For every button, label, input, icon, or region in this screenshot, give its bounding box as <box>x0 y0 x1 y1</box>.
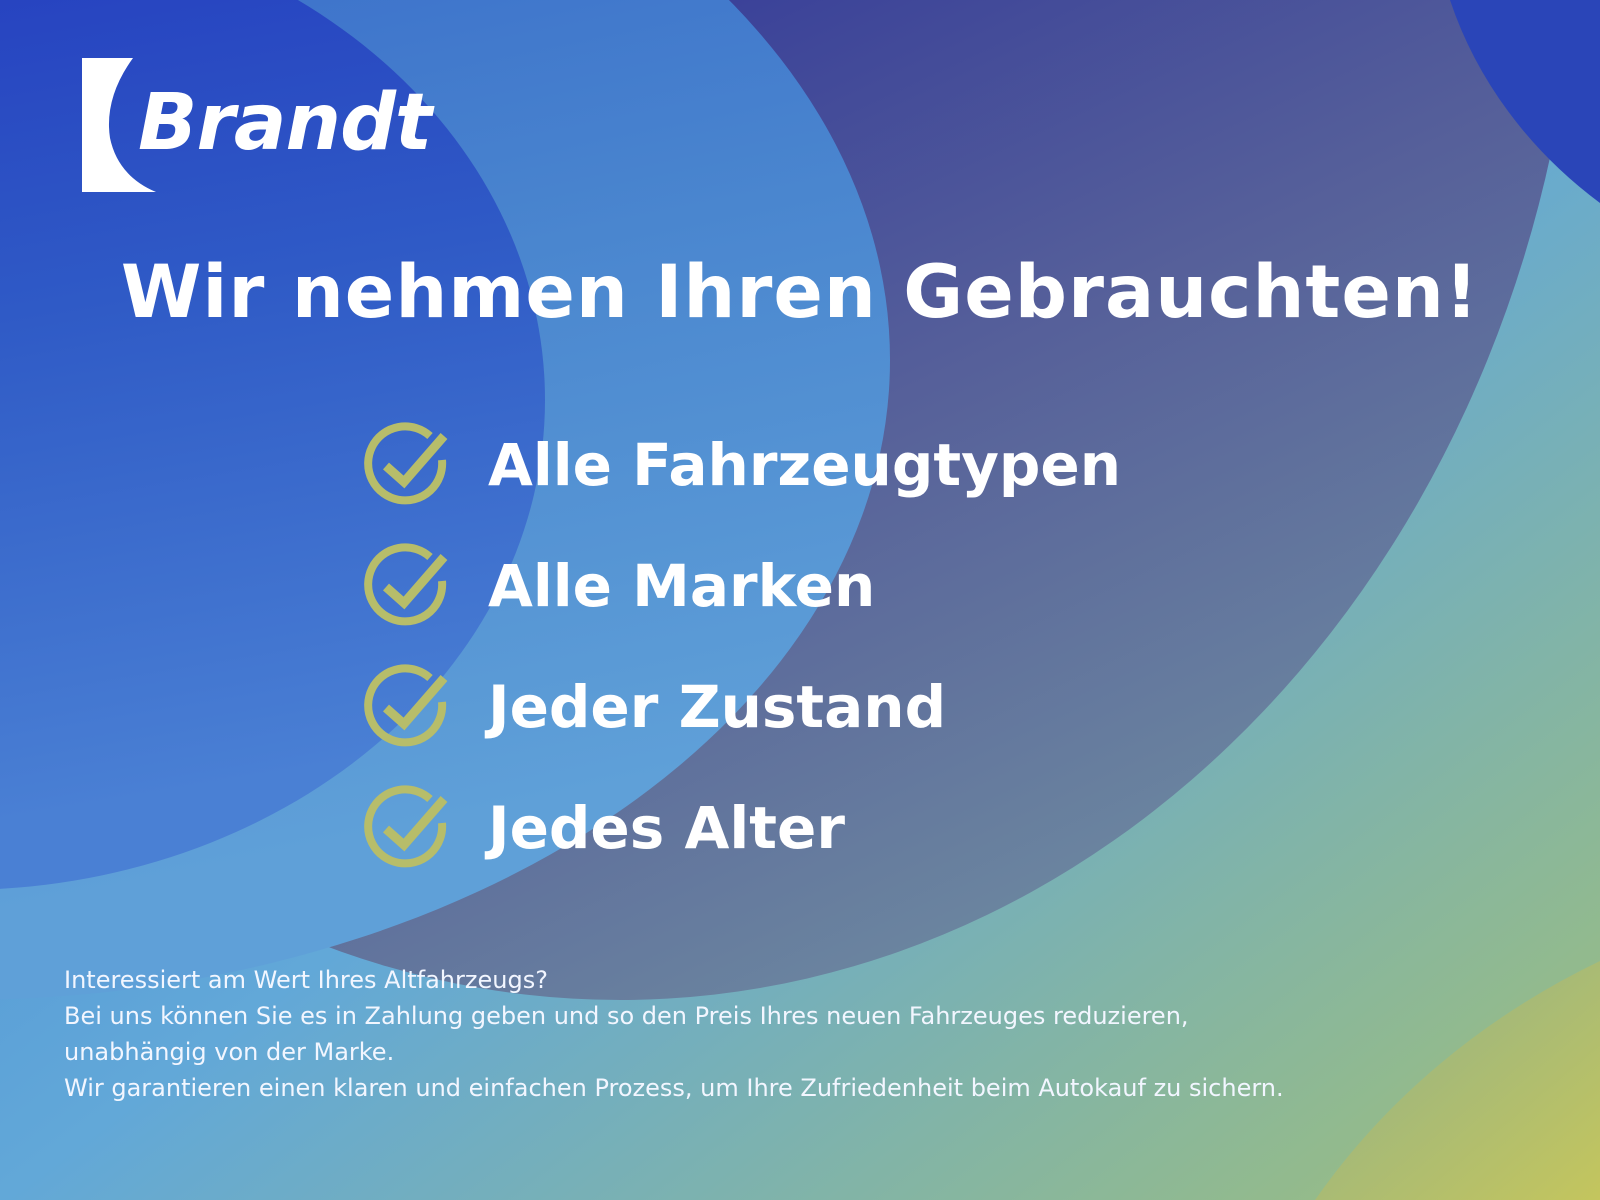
checklist-item: Jeder Zustand <box>364 646 1121 767</box>
checklist: Alle Fahrzeugtypen Alle Marken Jeder Zus… <box>364 404 1121 888</box>
checklist-label: Alle Fahrzeugtypen <box>488 430 1122 499</box>
body-text: Interessiert am Wert Ihres Altfahrzeugs?… <box>64 962 1284 1106</box>
logo-wordmark: Brandt <box>138 78 432 168</box>
headline: Wir nehmen Ihren Gebrauchten! <box>120 250 1480 335</box>
checklist-item: Alle Marken <box>364 525 1121 646</box>
logo-mark <box>82 58 156 192</box>
body-line: unabhängig von der Marke. <box>64 1038 395 1066</box>
checklist-label: Jedes Alter <box>488 793 845 862</box>
check-circle-icon <box>364 542 448 625</box>
checklist-label: Jeder Zustand <box>488 672 947 741</box>
body-line: Bei uns können Sie es in Zahlung geben u… <box>64 1002 1189 1030</box>
check-circle-icon <box>364 784 448 867</box>
checklist-item: Alle Fahrzeugtypen <box>364 404 1121 525</box>
check-circle-icon <box>364 663 448 746</box>
check-circle-icon <box>364 421 448 504</box>
checklist-label: Alle Marken <box>488 551 876 620</box>
body-line: Wir garantieren einen klaren und einfach… <box>64 1074 1284 1102</box>
body-line: Interessiert am Wert Ihres Altfahrzeugs? <box>64 966 548 994</box>
checklist-item: Jedes Alter <box>364 767 1121 888</box>
